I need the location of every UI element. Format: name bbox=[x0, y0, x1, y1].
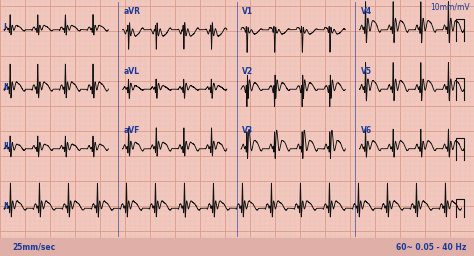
Bar bbox=[0, 238, 474, 256]
Text: aVF: aVF bbox=[124, 126, 140, 135]
Text: aVL: aVL bbox=[124, 67, 139, 76]
Text: 25mm/sec: 25mm/sec bbox=[12, 242, 55, 251]
Text: II: II bbox=[3, 83, 9, 92]
Text: V6: V6 bbox=[361, 126, 372, 135]
Text: 10mm/mV: 10mm/mV bbox=[430, 3, 470, 12]
Text: V2: V2 bbox=[242, 67, 253, 76]
Text: III: III bbox=[3, 142, 12, 151]
Text: V5: V5 bbox=[361, 67, 372, 76]
Text: 60~ 0.05 - 40 Hz: 60~ 0.05 - 40 Hz bbox=[396, 242, 466, 251]
Text: aVR: aVR bbox=[124, 7, 140, 16]
Text: II: II bbox=[3, 202, 9, 211]
Text: V1: V1 bbox=[242, 7, 253, 16]
Text: V3: V3 bbox=[242, 126, 253, 135]
Text: V4: V4 bbox=[361, 7, 372, 16]
Text: I: I bbox=[3, 23, 6, 32]
